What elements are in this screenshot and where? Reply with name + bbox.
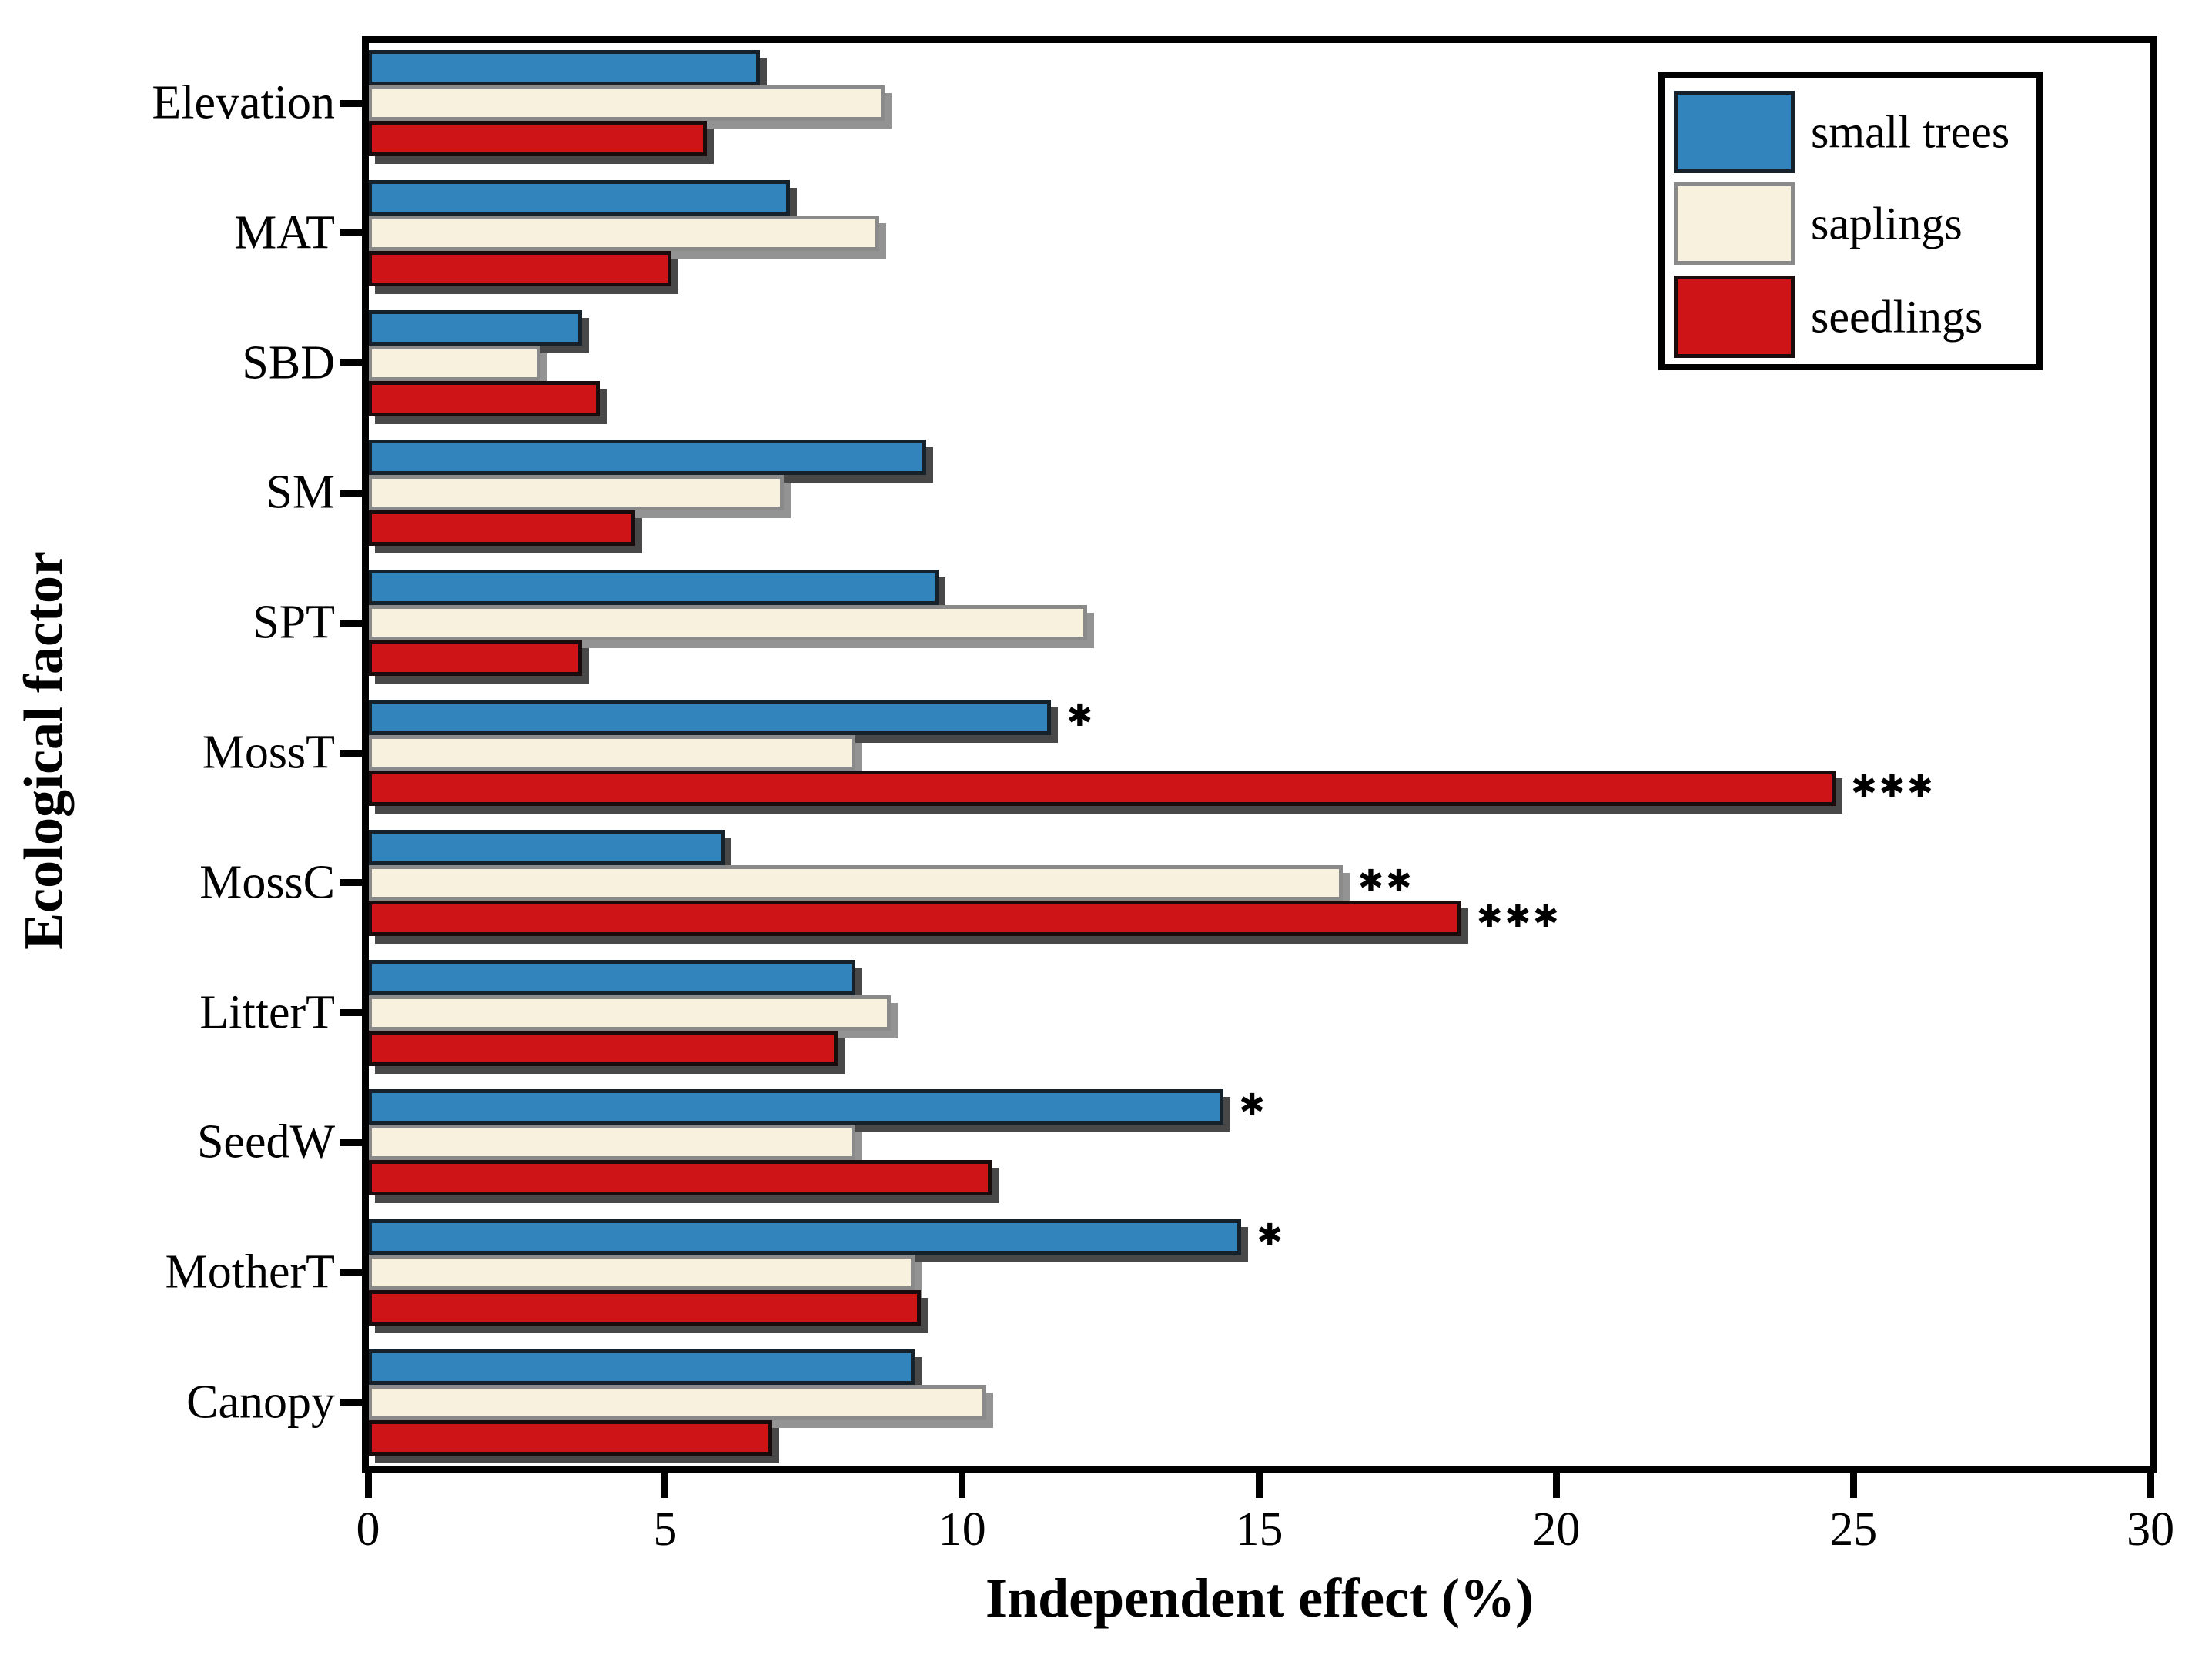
x-tick-5 [661,1473,669,1498]
legend-entry-seedlings: seedlings [1665,276,2036,358]
y-tick-littert [340,1009,363,1017]
y-tick-seedw [340,1138,363,1146]
bar-mossc-saplings [368,864,1343,901]
x-axis-title: Independent effect (%) [986,1567,1534,1629]
y-tick-canopy [340,1399,363,1406]
bar-seedw-saplings [368,1125,855,1161]
x-tick-label-20: 20 [1532,1503,1581,1556]
y-tick-sm [340,489,363,496]
bar-mat-seedlings [368,250,671,286]
bar-littert-seedlings [368,1030,838,1066]
x-tick-label-15: 15 [1235,1503,1283,1556]
bar-seedw-seedlings [368,1160,992,1196]
significance-mosst-small-trees: ✱ [1066,698,1095,734]
y-tick-mosst [340,749,363,757]
category-label-mossc: MossC [199,856,335,909]
bar-canopy-saplings [368,1385,986,1420]
legend-entry-small-trees: small trees [1665,91,2036,173]
significance-mosst-seedlings: ✱✱✱ [1851,769,1936,805]
category-label-spt: SPT [253,596,335,649]
category-label-mat: MAT [234,206,335,259]
bar-canopy-seedlings [368,1420,772,1456]
bar-littert-small-trees [368,959,855,995]
legend-label-saplings: saplings [1811,198,1963,249]
bar-canopy-small-trees [368,1349,915,1385]
category-label-canopy: Canopy [186,1376,335,1429]
bar-mosst-small-trees [368,700,1052,735]
x-tick-25 [1849,1473,1857,1498]
y-tick-elevation [340,99,363,107]
bar-mat-saplings [368,215,879,251]
bar-seedw-small-trees [368,1089,1224,1125]
bar-elevation-saplings [368,85,885,121]
bar-spt-seedlings [368,640,582,677]
bar-mat-small-trees [368,179,790,216]
bar-mosst-seedlings [368,771,1836,806]
legend-entry-saplings: saplings [1665,182,2036,265]
bar-sm-seedlings [368,510,636,547]
x-tick-0 [364,1473,372,1498]
category-label-mosst: MossT [202,726,335,779]
bar-mossc-small-trees [368,829,725,865]
legend-swatch-saplings [1674,182,1795,265]
legend-label-seedlings: seedlings [1811,291,1983,342]
bar-sbd-seedlings [368,380,600,416]
legend-swatch-small-trees [1674,91,1795,173]
significance-mothert-small-trees: ✱ [1257,1218,1285,1254]
legend-label-small-trees: small trees [1811,106,2010,157]
x-tick-label-0: 0 [356,1503,380,1556]
bar-sbd-small-trees [368,309,582,346]
category-label-elevation: Elevation [152,76,335,129]
bar-mothert-saplings [368,1255,915,1291]
bar-elevation-small-trees [368,50,761,85]
x-tick-label-30: 30 [2127,1503,2175,1556]
category-label-sbd: SBD [242,336,335,390]
bar-sm-saplings [368,475,785,511]
y-tick-spt [340,619,363,627]
significance-mossc-seedlings: ✱✱✱ [1476,898,1561,934]
y-tick-mothert [340,1269,363,1276]
y-tick-mossc [340,879,363,887]
x-tick-label-5: 5 [653,1503,678,1556]
category-label-sm: SM [266,466,335,519]
category-label-mothert: MotherT [165,1245,335,1299]
x-tick-20 [1552,1473,1560,1498]
x-tick-label-25: 25 [1829,1503,1878,1556]
legend: small trees saplings seedlings [1658,72,2043,370]
category-label-littert: LitterT [199,986,335,1039]
bar-mossc-seedlings [368,900,1461,936]
bar-mothert-small-trees [368,1219,1242,1255]
significance-mossc-saplings: ✱✱ [1357,863,1414,899]
bar-littert-saplings [368,995,892,1031]
bar-sm-small-trees [368,440,927,476]
bar-mothert-seedlings [368,1290,921,1326]
y-axis-title: Ecological factor [12,551,75,950]
x-tick-label-10: 10 [938,1503,986,1556]
legend-swatch-seedlings [1674,276,1795,358]
x-tick-30 [2147,1473,2154,1498]
bar-spt-saplings [368,605,1087,641]
bar-spt-small-trees [368,570,939,606]
y-tick-sbd [340,359,363,367]
bar-elevation-seedlings [368,121,707,156]
x-tick-15 [1256,1473,1263,1498]
bar-mosst-saplings [368,735,855,771]
x-tick-10 [959,1473,966,1498]
category-label-seedw: SeedW [196,1115,335,1169]
significance-seedw-small-trees: ✱ [1239,1088,1267,1124]
bar-sbd-saplings [368,345,540,381]
y-tick-mat [340,229,363,237]
